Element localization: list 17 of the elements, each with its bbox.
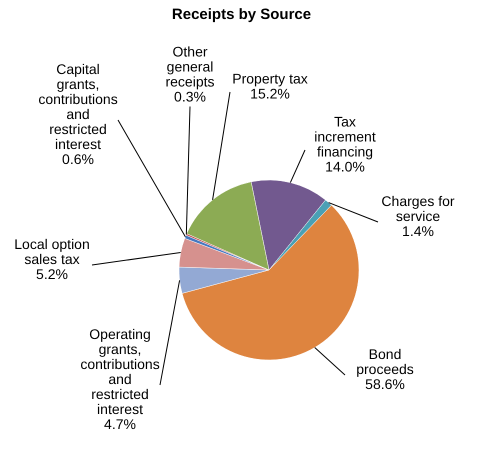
slice-label: Other general receipts [165, 44, 215, 90]
data-label: 1.4% [402, 223, 434, 239]
slice-label: Capital grants, contributions and restricted interest [38, 61, 118, 152]
data-label: 4.7% [104, 416, 136, 432]
slice-label: Property tax [232, 70, 308, 86]
data-label: 58.6% [365, 376, 405, 392]
data-label: 5.2% [36, 266, 68, 282]
slice-label: Local option sales tax [14, 236, 90, 267]
slice-label: Bond proceeds [356, 346, 414, 377]
slice-label: Charges for service [381, 193, 455, 224]
slice-label: Tax increment financing [314, 114, 376, 160]
slice-label: Operating grants, contributions and restricted interest [80, 326, 160, 417]
data-label: 15.2% [250, 86, 290, 102]
data-label: 0.6% [62, 151, 94, 167]
chart-title: Receipts by Source [172, 6, 312, 23]
data-label: 14.0% [325, 158, 365, 174]
data-label: 0.3% [174, 88, 206, 104]
